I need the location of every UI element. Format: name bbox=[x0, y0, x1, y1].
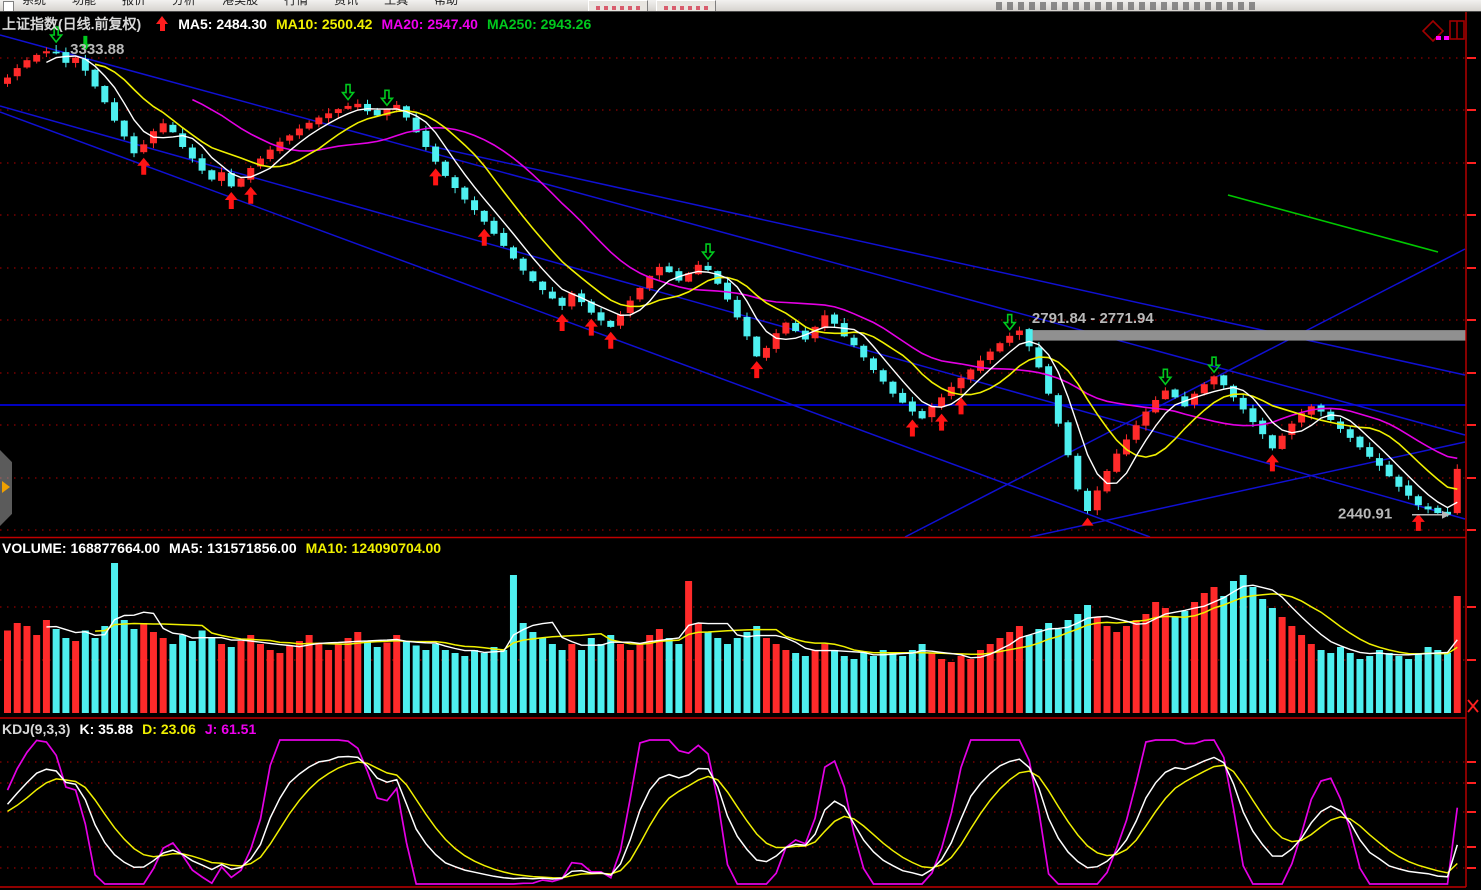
menu-item-4[interactable]: 分析 bbox=[172, 0, 197, 7]
sell-signal-arrow-icon bbox=[1206, 356, 1222, 374]
ma10-line bbox=[94, 63, 1458, 490]
volume-ma10-value: MA10: 124090704.00 bbox=[305, 540, 442, 556]
symbol-title: 上证指数(日线.前复权) bbox=[2, 16, 142, 32]
sell-signal-arrow-icon bbox=[79, 35, 91, 51]
kdj-pane bbox=[0, 739, 1466, 885]
volume-pane-header: VOLUME: 168877664.00 MA5: 131571856.00 MA1… bbox=[2, 540, 450, 556]
buy-signal-arrow-icon bbox=[1265, 454, 1279, 472]
buy-signal-arrow-icon bbox=[750, 361, 764, 379]
magenta-dot-icon bbox=[1436, 36, 1441, 40]
label-pointer-arrowhead bbox=[1442, 510, 1450, 519]
buy-signal-arrow-icon bbox=[244, 186, 258, 204]
kdj-j-line bbox=[6, 739, 1459, 885]
volume-ma5-value: MA5: 131571856.00 bbox=[168, 540, 297, 556]
sell-signal-arrow-icon bbox=[340, 83, 356, 101]
kdj-k-line bbox=[6, 755, 1459, 880]
gap-range-label: 2791.84 - 2771.94 bbox=[1032, 310, 1154, 327]
buy-signal-arrow-icon bbox=[555, 314, 569, 332]
kdj-d-line bbox=[7, 761, 1458, 879]
kdj-name: KDJ(9,3,3) bbox=[2, 721, 71, 737]
buy-signal-arrow-icon bbox=[1411, 513, 1425, 531]
ma20-value: MA20: 2547.40 bbox=[381, 16, 478, 32]
main-chart-header: 上证指数(日线.前复权) MA5: 2484.30 MA10: 2500.42 MA2… bbox=[2, 14, 600, 34]
window-icon[interactable] bbox=[3, 1, 14, 11]
trendline[interactable] bbox=[0, 105, 1466, 520]
up-arrow-icon bbox=[156, 16, 169, 31]
bottom-signal-triangle-icon bbox=[1081, 517, 1094, 526]
buy-signal-arrow-icon bbox=[429, 168, 443, 186]
volume-value: VOLUME: 168877664.00 bbox=[2, 540, 160, 556]
expand-arrow-icon bbox=[2, 481, 10, 493]
kdj-j-value: J: 61.51 bbox=[204, 721, 257, 737]
trendline[interactable] bbox=[1029, 441, 1466, 537]
high-price-label: 3333.88 bbox=[70, 41, 124, 58]
kdj-d-value: D: 23.06 bbox=[142, 721, 196, 737]
menu-bar: 系统 功能 报价 分析 港美股 行情 资讯 工具 帮助 bbox=[0, 0, 1481, 12]
volume-pane bbox=[0, 563, 1466, 713]
menu-item-9[interactable]: 帮助 bbox=[434, 0, 459, 7]
buy-signal-arrow-icon bbox=[584, 318, 598, 336]
ma5-value: MA5: 2484.30 bbox=[178, 16, 267, 32]
ma250-line bbox=[1227, 194, 1439, 253]
pane-close-icon[interactable] bbox=[1467, 699, 1479, 713]
sell-signal-arrow-icon bbox=[379, 89, 395, 107]
menu-item-7[interactable]: 资讯 bbox=[334, 0, 359, 7]
ma250-value: MA250: 2943.26 bbox=[486, 16, 592, 32]
buy-signal-arrow-icon bbox=[224, 192, 238, 210]
sell-signal-arrow-icon bbox=[700, 243, 716, 261]
menu-bar-right-text bbox=[996, 2, 1258, 10]
sell-signal-arrow-icon bbox=[1158, 368, 1173, 386]
main-chart-pane: 3333.88 2791.84 - 2771.94 2440.91 bbox=[0, 26, 1466, 537]
volume-bars bbox=[4, 563, 1461, 713]
trendline[interactable] bbox=[0, 34, 1466, 436]
gap-zone-band bbox=[1027, 330, 1466, 341]
trendline[interactable] bbox=[0, 111, 1151, 537]
quick-button-text bbox=[596, 6, 640, 10]
diamond-icon[interactable] bbox=[1421, 19, 1445, 43]
last-price-label: 2440.91 bbox=[1338, 506, 1392, 523]
candles bbox=[4, 45, 1461, 517]
buy-signal-arrow-icon bbox=[137, 157, 151, 175]
buy-signal-arrow-icon bbox=[477, 228, 491, 246]
menu-strip: 系统 功能 报价 分析 港美股 行情 资讯 工具 帮助 bbox=[22, 0, 484, 8]
menu-item-2[interactable]: 功能 bbox=[72, 0, 97, 7]
ma5-line bbox=[46, 55, 1458, 509]
ma20-line bbox=[192, 98, 1458, 460]
buy-signal-arrow-icon bbox=[905, 419, 919, 437]
quick-button-2[interactable] bbox=[656, 0, 716, 11]
buy-signal-arrow-icon bbox=[954, 397, 968, 415]
left-panel-expander[interactable] bbox=[0, 450, 12, 526]
quick-button-text bbox=[664, 6, 708, 10]
ma10-value: MA10: 2500.42 bbox=[275, 16, 373, 32]
menu-item-8[interactable]: 工具 bbox=[384, 0, 409, 7]
menu-item-3[interactable]: 报价 bbox=[122, 0, 147, 7]
menu-item-6[interactable]: 行情 bbox=[284, 0, 309, 7]
trendline[interactable] bbox=[429, 145, 1466, 376]
sell-signal-arrow-icon bbox=[1002, 313, 1017, 331]
quick-button-1[interactable] bbox=[588, 0, 648, 11]
kdj-k-value: K: 35.88 bbox=[79, 721, 134, 737]
volume-ma5-line bbox=[46, 584, 1458, 659]
menu-item-1[interactable]: 系统 bbox=[22, 0, 47, 7]
magenta-dot-icon bbox=[1444, 36, 1449, 40]
kdj-pane-header: KDJ(9,3,3) K: 35.88 D: 23.06 J: 61.51 bbox=[2, 721, 265, 737]
buy-signal-arrow-icon bbox=[935, 413, 949, 431]
sell-signal-arrow-icon bbox=[49, 26, 64, 44]
menu-item-5[interactable]: 港美股 bbox=[222, 0, 259, 7]
buy-signal-arrow-icon bbox=[604, 331, 618, 349]
